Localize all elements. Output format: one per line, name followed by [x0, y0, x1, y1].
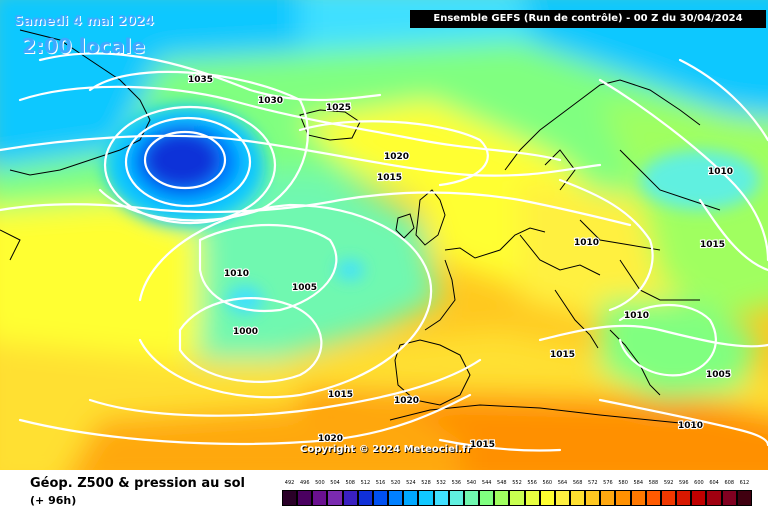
legend-label: 532 [436, 480, 446, 486]
legend-swatch [600, 490, 616, 506]
isobar-label: 1010 [574, 238, 599, 248]
legend-swatch [630, 490, 646, 506]
isobar-label: 1000 [233, 327, 258, 337]
isobars [0, 52, 768, 452]
legend-label: 536 [451, 480, 462, 486]
legend-label: 524 [406, 480, 416, 486]
isobar-label: 1010 [224, 269, 249, 279]
legend-swatch [327, 490, 343, 506]
legend-swatch [418, 490, 434, 506]
legend-swatch [554, 490, 570, 506]
geopotential-field [0, 0, 768, 470]
legend-swatch [585, 490, 601, 506]
legend-swatch [721, 490, 737, 506]
legend-label: 520 [390, 480, 401, 486]
isobar-label: 1035 [188, 75, 213, 85]
isobar-label: 1020 [384, 152, 409, 162]
legend-swatch [403, 490, 419, 506]
isobar-label: 1005 [706, 370, 731, 380]
legend-swatch [282, 490, 298, 506]
forecast-hour: (+ 96h) [30, 494, 77, 507]
legend-label: 512 [360, 480, 371, 486]
isobar-label: 1015 [700, 240, 725, 250]
legend-label: 508 [345, 480, 355, 486]
legend-swatch [539, 490, 555, 506]
legend-label: 504 [330, 480, 340, 486]
legend-swatch [706, 490, 722, 506]
isobar-label: 1020 [318, 434, 343, 444]
isobar-label: 1025 [326, 103, 351, 113]
isobar-label: 1015 [550, 350, 575, 360]
legend-swatch [615, 490, 631, 506]
legend-labels: 492 496 500 504 508 512 516 520 524 528 532 536 540 5… [282, 480, 752, 490]
legend-label: 560 [542, 480, 553, 486]
legend-label: 552 [512, 480, 522, 486]
isobar-label: 1010 [678, 421, 703, 431]
isobar-label: 1020 [394, 396, 419, 406]
isobar-label: 1010 [708, 167, 733, 177]
legend-label: 548 [497, 480, 507, 486]
isobar-label: 1015 [470, 440, 495, 450]
color-legend [282, 490, 752, 506]
legend-label: 528 [421, 480, 431, 486]
legend-swatch [676, 490, 692, 506]
footer-title: Géop. Z500 & pression au sol [30, 476, 245, 491]
legend-swatch [509, 490, 525, 506]
legend-swatch [342, 490, 358, 506]
legend-swatch [479, 490, 495, 506]
footer: Géop. Z500 & pression au sol (+ 96h) 492… [0, 470, 768, 512]
legend-label: 564 [557, 480, 568, 486]
copyright-text: Copyright © 2024 Meteociel.fr [300, 444, 472, 455]
legend-swatch [297, 490, 313, 506]
legend-label: 516 [375, 480, 386, 486]
legend-swatch [372, 490, 389, 506]
legend-label: 588 [648, 480, 659, 486]
legend-swatch [357, 490, 373, 506]
isobar-label: 1015 [328, 390, 353, 400]
legend-label: 556 [527, 480, 537, 486]
legend-swatch [388, 490, 404, 506]
legend-swatch [569, 490, 586, 506]
legend-swatch [312, 490, 328, 506]
legend-label: 572 [588, 480, 598, 486]
legend-swatch [463, 490, 480, 506]
legend-label: 496 [299, 480, 310, 486]
legend-label: 580 [618, 480, 628, 486]
legend-swatch [524, 490, 540, 506]
legend-label: 608 [724, 480, 735, 486]
legend-label: 596 [678, 480, 689, 486]
legend-swatch [433, 490, 449, 506]
local-time: 2:00 locale [22, 34, 146, 58]
legend-swatch [645, 490, 661, 506]
legend-label: 540 [466, 480, 477, 486]
legend-swatch [660, 490, 677, 506]
isobar-label: 1015 [377, 173, 402, 183]
legend-label: 500 [315, 480, 325, 486]
isobar-label: 1005 [292, 283, 317, 293]
legend-label: 576 [603, 480, 613, 486]
forecast-date: Samedi 4 mai 2024 [14, 14, 154, 29]
legend-label: 592 [663, 480, 674, 486]
legend-label: 492 [284, 480, 295, 486]
isobar-label: 1030 [258, 96, 283, 106]
legend-label: 544 [481, 480, 492, 486]
isobar-labels: 1035 1030 1025 1020 1015 1010 1005 1000 … [187, 74, 734, 451]
legend-label: 584 [633, 480, 644, 486]
legend-label: 604 [709, 480, 719, 486]
legend-swatch [448, 490, 464, 506]
weather-map: 1035 1030 1025 1020 1015 1010 1005 1000 … [0, 0, 768, 470]
model-run-banner: Ensemble GEFS (Run de contrôle) - 00 Z d… [410, 10, 766, 28]
legend-label: 568 [572, 480, 583, 486]
legend-swatch [494, 490, 510, 506]
legend-swatch [691, 490, 707, 506]
isobar-label: 1010 [624, 311, 649, 321]
legend-label: 612 [739, 480, 750, 486]
legend-label: 600 [694, 480, 704, 486]
legend-swatch [736, 490, 752, 506]
